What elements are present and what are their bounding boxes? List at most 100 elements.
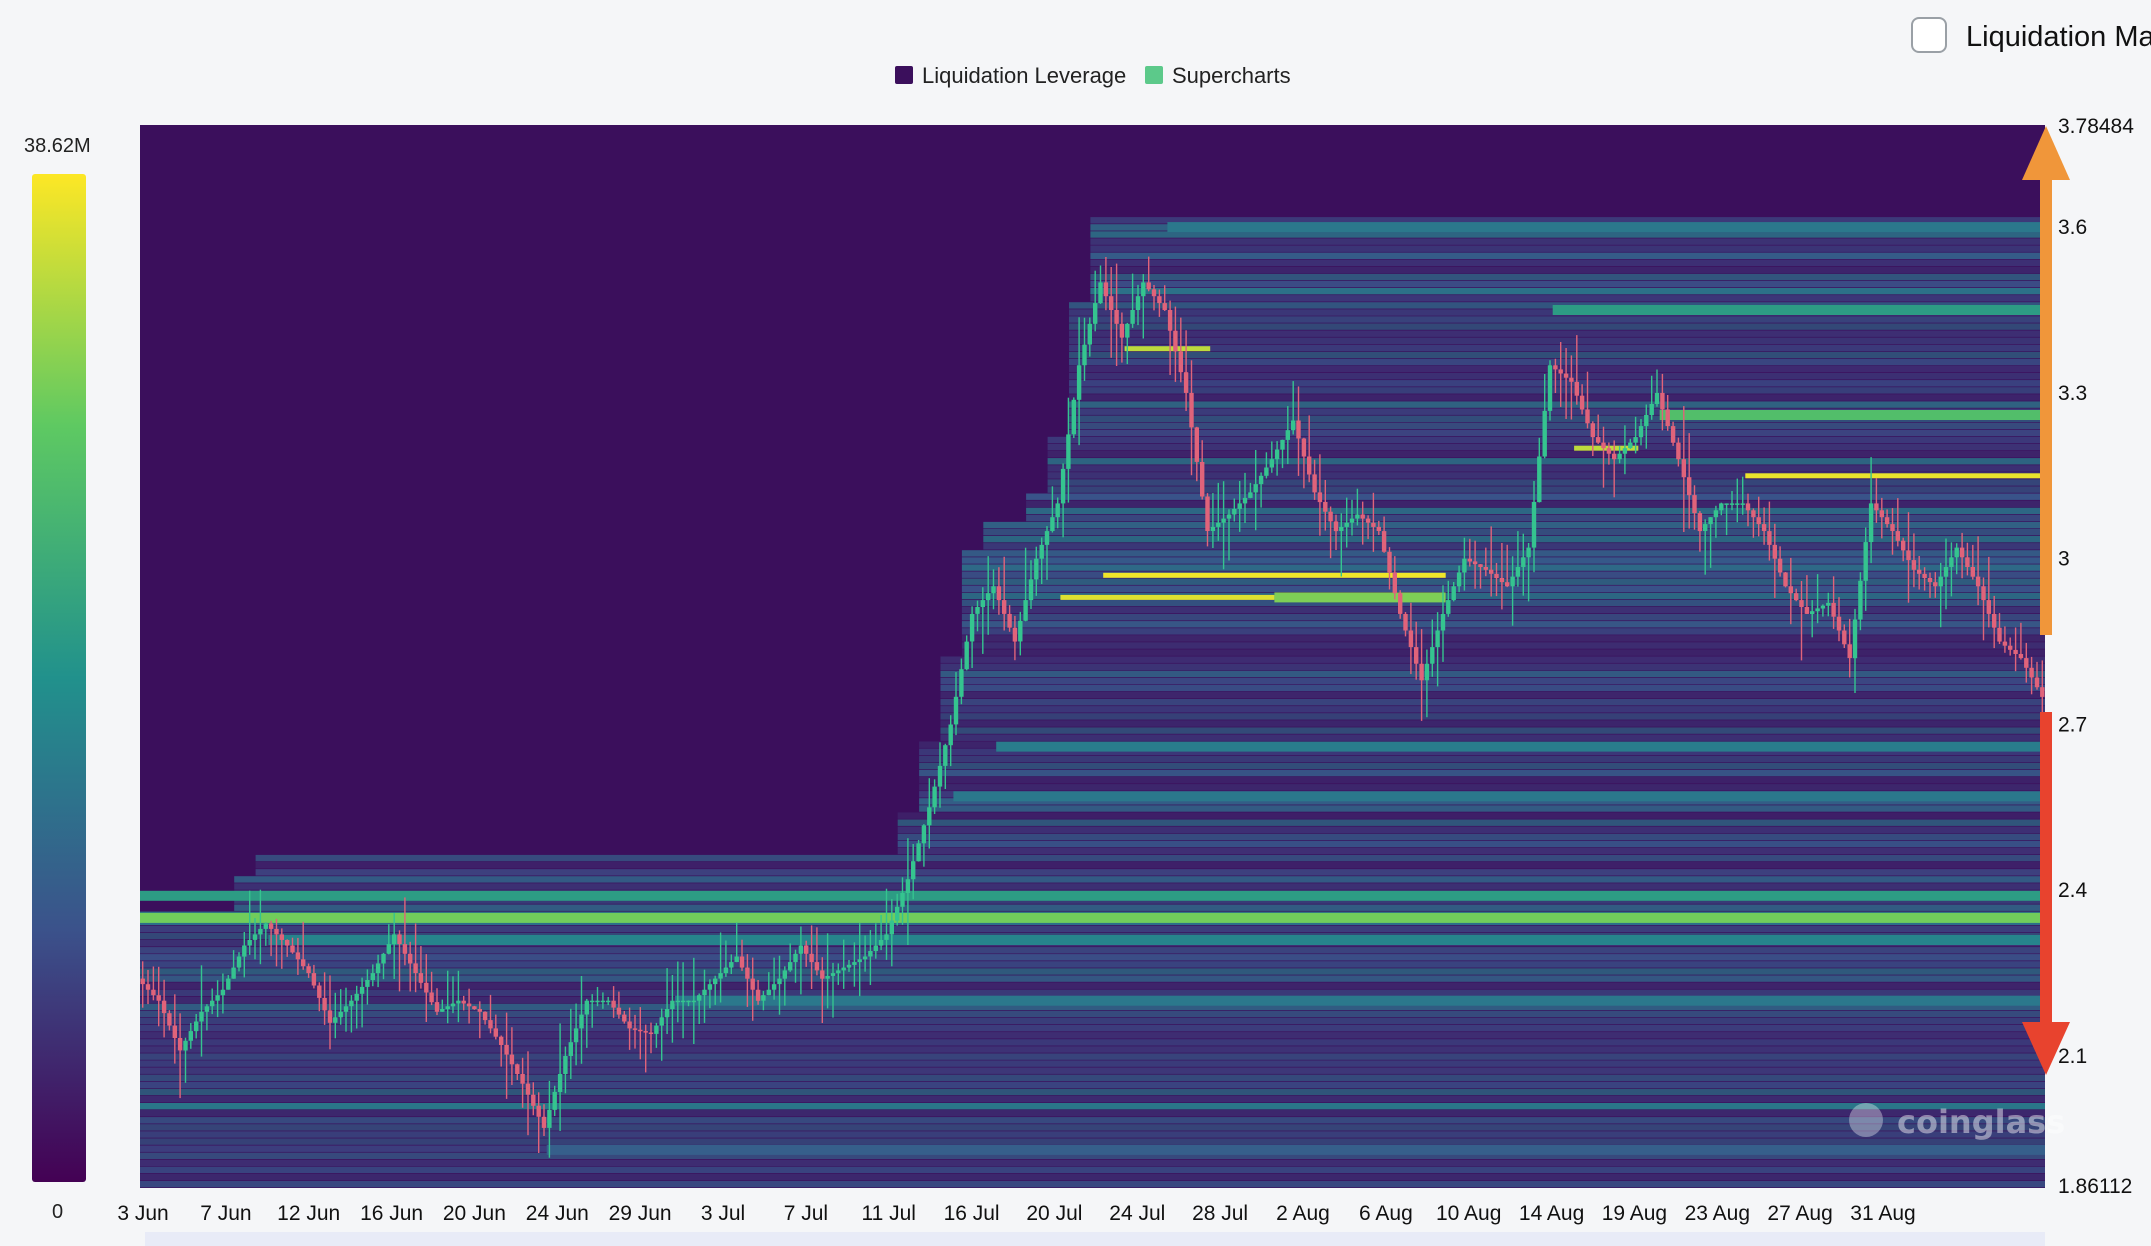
- liquidation-band: [1069, 408, 2045, 415]
- candle-body: [1708, 517, 1713, 525]
- candle-body: [1483, 567, 1488, 570]
- candle-body: [1039, 544, 1044, 559]
- liquidation-band: [1069, 380, 2045, 387]
- candle-body: [2008, 645, 2013, 650]
- x-tick-label: 24 Jul: [1109, 1202, 1165, 1225]
- candle-body: [595, 1000, 600, 1003]
- candle-body: [1617, 453, 1622, 460]
- candle-body: [1505, 582, 1510, 587]
- candle-body: [750, 978, 755, 990]
- candle-body: [1649, 404, 1654, 416]
- range-navigator[interactable]: [145, 1232, 2045, 1246]
- liquidation-band: [961, 606, 2045, 614]
- candle-body: [788, 962, 793, 971]
- candle-body: [1456, 572, 1462, 587]
- liquidation-band: [140, 925, 2045, 933]
- candle-body: [1376, 526, 1381, 531]
- liquidation-band: [1069, 401, 2045, 408]
- candle-body: [975, 607, 980, 614]
- candle-body: [1194, 427, 1199, 462]
- candle-body: [370, 973, 375, 980]
- y-axis: 3.78484 3.6 3.3 3 2.7 2.4 2.1 1.86112: [2058, 115, 2134, 1198]
- toggle-label[interactable]: Liquidation Ma: [1966, 21, 2151, 53]
- liquidation-level: [1659, 410, 2045, 420]
- candle-body: [782, 970, 787, 979]
- liquidation-band: [961, 635, 2045, 642]
- candle-body: [1842, 630, 1847, 645]
- liquidation-level: [140, 912, 2045, 923]
- candle-body: [798, 945, 804, 954]
- candle-body: [1590, 423, 1595, 438]
- liquidation-level: [1574, 445, 1639, 451]
- candle-body: [258, 928, 263, 935]
- candle-body: [1815, 608, 1820, 612]
- candle-body: [1628, 442, 1633, 449]
- toggle-checkbox[interactable]: [1911, 17, 1947, 53]
- liquidation-band: [140, 1074, 2045, 1081]
- liquidation-band: [940, 656, 2045, 663]
- candle-body: [167, 1013, 172, 1026]
- candle-body: [1440, 613, 1446, 631]
- candle-body: [755, 989, 761, 1001]
- candle-body: [1296, 420, 1301, 439]
- candle-body: [1901, 540, 1906, 551]
- candle-body: [252, 934, 258, 940]
- liquidation-level: [1124, 346, 1211, 352]
- x-tick-label: 11 Jul: [861, 1202, 915, 1225]
- legend-label-supercharts[interactable]: Supercharts: [1172, 63, 1291, 88]
- candle-body: [590, 1000, 595, 1003]
- liquidation-band: [1069, 351, 2045, 359]
- candle-body: [1494, 573, 1499, 578]
- candle-body: [745, 967, 750, 979]
- candle-body: [616, 1007, 622, 1015]
- candle-body: [1012, 627, 1018, 642]
- candle-body: [1692, 495, 1697, 514]
- candle-body: [1103, 282, 1109, 297]
- x-tick-label: 19 Aug: [1602, 1202, 1667, 1225]
- candle-body: [1307, 456, 1312, 475]
- candle-body: [1269, 459, 1274, 468]
- candle-body: [1874, 503, 1879, 511]
- liquidation-band: [940, 663, 2045, 670]
- candle-body: [643, 1031, 648, 1033]
- candle-body: [563, 1056, 568, 1074]
- candle-body: [670, 1000, 675, 1009]
- x-tick-label: 10 Aug: [1436, 1202, 1501, 1225]
- candle-body: [557, 1074, 563, 1092]
- liquidation-band: [983, 521, 2045, 529]
- candle-body: [1264, 467, 1269, 476]
- liquidation-band: [140, 1039, 2045, 1046]
- candle-body: [1157, 296, 1162, 304]
- candle-body: [1071, 399, 1076, 435]
- candle-body: [980, 600, 985, 607]
- candle-body: [1462, 558, 1467, 573]
- candle-body: [1585, 409, 1590, 424]
- liquidation-band: [140, 1067, 2045, 1074]
- candle-body: [1130, 310, 1135, 324]
- liquidation-band: [961, 564, 2045, 571]
- liquidation-band: [919, 784, 2045, 791]
- candle-body: [1863, 542, 1868, 581]
- liquidation-band: [140, 1046, 2045, 1053]
- candle-body: [1360, 514, 1365, 519]
- candle-body: [1633, 437, 1638, 443]
- candle-body: [515, 1064, 520, 1074]
- liquidation-toggle[interactable]: Liquidation Ma: [1911, 17, 2151, 53]
- candle-body: [905, 879, 911, 893]
- legend-label-liquidation-leverage[interactable]: Liquidation Leverage: [922, 63, 1126, 88]
- candle-body: [1922, 573, 1927, 578]
- liquidation-band: [1047, 479, 2045, 486]
- candle-body: [311, 973, 317, 986]
- candle-body: [1499, 578, 1505, 583]
- x-tick-label: 7 Jul: [784, 1202, 828, 1225]
- candle-body: [1703, 524, 1708, 531]
- candle-body: [1622, 448, 1628, 454]
- candle-body: [1697, 513, 1703, 532]
- candle-body: [493, 1028, 498, 1037]
- liquidation-level: [546, 1144, 2045, 1155]
- candle-body: [1735, 503, 1740, 505]
- candle-body: [231, 967, 236, 979]
- candle-body: [1761, 524, 1767, 531]
- candle-body: [547, 1109, 552, 1128]
- candle-body: [638, 1029, 643, 1032]
